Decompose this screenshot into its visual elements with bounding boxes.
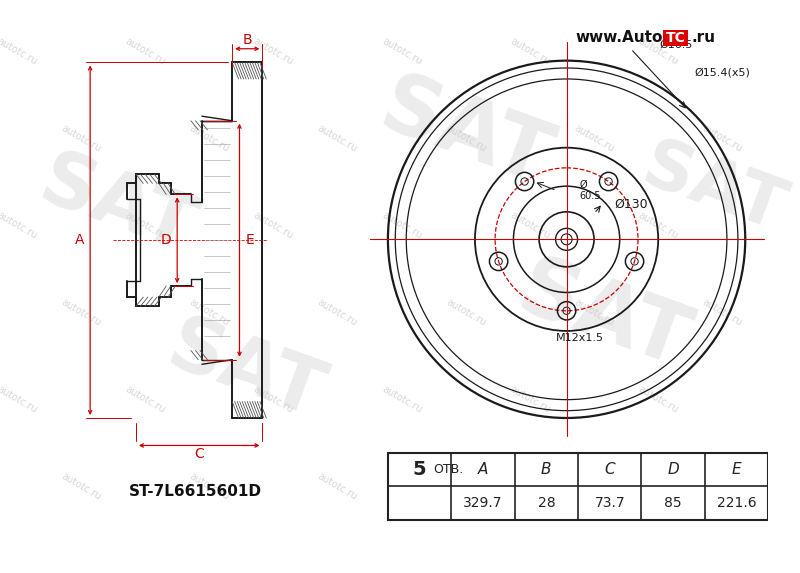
Text: autotc.ru: autotc.ru	[572, 297, 616, 328]
Text: SAT: SAT	[30, 145, 206, 269]
Text: autotc.ru: autotc.ru	[444, 471, 487, 502]
Text: autotc.ru: autotc.ru	[508, 384, 552, 415]
Text: autotc.ru: autotc.ru	[508, 36, 552, 67]
Text: 329.7: 329.7	[463, 496, 502, 510]
Text: E: E	[732, 462, 742, 477]
Text: 28: 28	[538, 496, 555, 510]
Text: D: D	[161, 233, 171, 247]
Text: Ø130: Ø130	[614, 198, 647, 211]
Text: autotc.ru: autotc.ru	[572, 471, 616, 502]
Text: autotc.ru: autotc.ru	[123, 210, 167, 241]
Text: C: C	[605, 462, 615, 477]
Text: A: A	[478, 462, 488, 477]
Text: autotc.ru: autotc.ru	[637, 384, 680, 415]
Text: autotc.ru: autotc.ru	[444, 123, 487, 154]
Text: autotc.ru: autotc.ru	[701, 123, 744, 154]
Text: 73.7: 73.7	[594, 496, 625, 510]
Text: autotc.ru: autotc.ru	[252, 36, 295, 67]
Text: www.Auto: www.Auto	[575, 30, 662, 45]
Text: Ø16.5: Ø16.5	[660, 40, 694, 50]
Text: autotc.ru: autotc.ru	[380, 210, 423, 241]
Text: ОТВ.: ОТВ.	[434, 463, 464, 476]
Text: TC: TC	[666, 31, 686, 45]
Text: A: A	[74, 233, 84, 247]
Text: autotc.ru: autotc.ru	[316, 471, 359, 502]
Text: .ru: .ru	[691, 30, 715, 45]
Text: D: D	[667, 462, 679, 477]
Text: autotc.ru: autotc.ru	[59, 471, 102, 502]
Text: autotc.ru: autotc.ru	[316, 123, 359, 154]
Text: autotc.ru: autotc.ru	[123, 36, 167, 67]
Bar	[388, 453, 768, 520]
Text: autotc.ru: autotc.ru	[0, 384, 38, 415]
Text: Ø15.4(x5): Ø15.4(x5)	[694, 68, 750, 77]
Text: autotc.ru: autotc.ru	[187, 471, 231, 502]
Text: autotc.ru: autotc.ru	[59, 123, 102, 154]
Text: autotc.ru: autotc.ru	[637, 36, 680, 67]
Text: autotc.ru: autotc.ru	[187, 297, 231, 328]
Bar	[388, 453, 768, 520]
Text: autotc.ru: autotc.ru	[0, 36, 38, 67]
Text: autotc.ru: autotc.ru	[701, 297, 744, 328]
Text: SAT: SAT	[370, 66, 562, 202]
Text: C: C	[194, 447, 204, 461]
Text: autotc.ru: autotc.ru	[0, 210, 38, 241]
Text: SAT: SAT	[633, 132, 794, 245]
Text: Ø
60.5: Ø 60.5	[579, 180, 601, 202]
Text: 85: 85	[664, 496, 682, 510]
Text: autotc.ru: autotc.ru	[316, 297, 359, 328]
Text: autotc.ru: autotc.ru	[444, 297, 487, 328]
Text: B: B	[242, 33, 252, 48]
Text: M12x1.5: M12x1.5	[556, 333, 604, 343]
Text: autotc.ru: autotc.ru	[508, 210, 552, 241]
Text: E: E	[246, 233, 255, 247]
Text: autotc.ru: autotc.ru	[701, 471, 744, 502]
Text: SAT: SAT	[507, 249, 699, 385]
Text: autotc.ru: autotc.ru	[572, 123, 616, 154]
Text: autotc.ru: autotc.ru	[59, 297, 102, 328]
Text: ST-7L6615601D: ST-7L6615601D	[129, 484, 262, 499]
Text: 5: 5	[413, 460, 426, 479]
Text: 221.6: 221.6	[717, 496, 756, 510]
Text: B: B	[541, 462, 551, 477]
Text: autotc.ru: autotc.ru	[380, 384, 423, 415]
Text: autotc.ru: autotc.ru	[187, 123, 231, 154]
FancyBboxPatch shape	[662, 29, 689, 46]
Text: autotc.ru: autotc.ru	[637, 210, 680, 241]
Text: SAT: SAT	[158, 310, 334, 434]
Text: autotc.ru: autotc.ru	[123, 384, 167, 415]
Text: autotc.ru: autotc.ru	[380, 36, 423, 67]
Text: autotc.ru: autotc.ru	[252, 384, 295, 415]
Text: autotc.ru: autotc.ru	[252, 210, 295, 241]
